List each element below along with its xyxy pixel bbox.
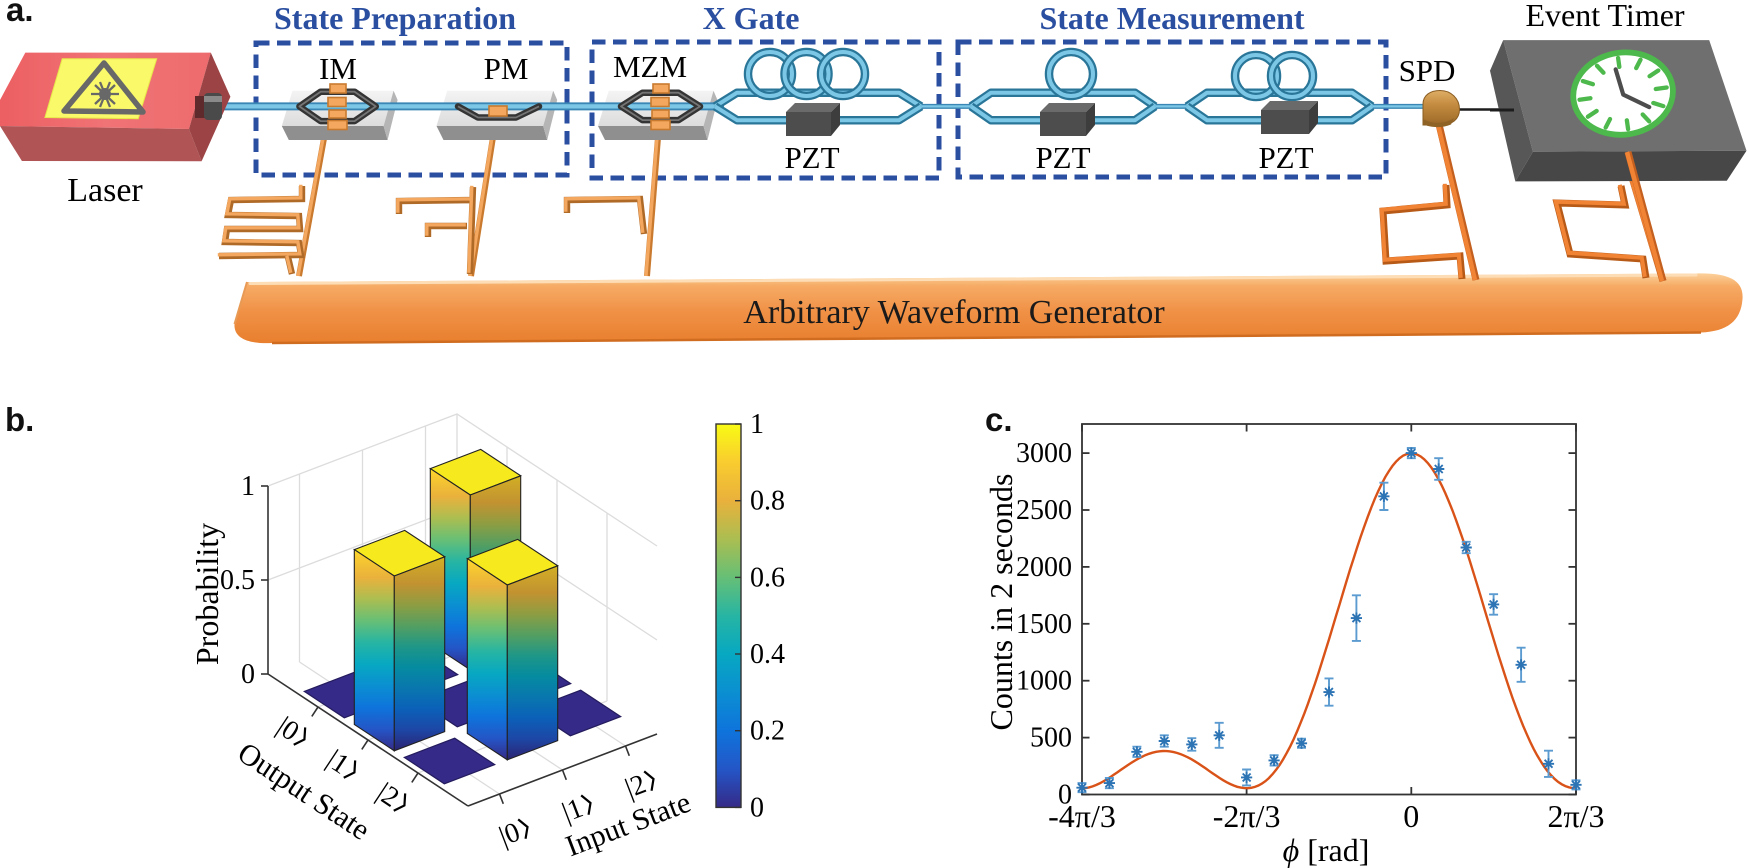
svg-text:0: 0 [1403,798,1419,834]
svg-text:X Gate: X Gate [703,0,800,36]
svg-text:0: 0 [1058,780,1072,811]
svg-text:Input State: Input State [561,786,695,863]
svg-text:1: 1 [241,471,255,502]
svg-text:-2π/3: -2π/3 [1213,798,1281,834]
svg-text:PZT: PZT [1258,140,1313,175]
svg-text:IM: IM [319,51,357,86]
svg-text:State Preparation: State Preparation [274,0,516,36]
svg-text:3000: 3000 [1016,438,1072,469]
svg-text:PZT: PZT [1035,140,1090,175]
svg-text:1500: 1500 [1016,609,1072,640]
svg-text:SPD: SPD [1399,53,1456,88]
svg-text:2000: 2000 [1016,552,1072,583]
svg-text:2500: 2500 [1016,495,1072,526]
svg-text:MZM: MZM [613,49,687,84]
svg-text:0.5: 0.5 [220,565,255,596]
svg-text:0.2: 0.2 [750,716,785,747]
svg-text:c.: c. [985,401,1013,438]
svg-text:0: 0 [750,792,764,823]
svg-text:Counts in 2 seconds: Counts in 2 seconds [983,474,1019,731]
svg-text:2π/3: 2π/3 [1547,798,1604,834]
svg-text:PM: PM [484,51,529,86]
svg-text:ϕ [rad]: ϕ [rad] [1283,832,1370,868]
svg-text:0: 0 [241,659,255,690]
svg-text:0.6: 0.6 [750,562,785,593]
svg-text:0.4: 0.4 [750,639,785,670]
svg-text:0.8: 0.8 [750,486,785,517]
svg-text:Probability: Probability [189,523,225,665]
svg-text:1: 1 [750,409,764,440]
svg-text:Event Timer: Event Timer [1525,0,1684,33]
svg-text:PZT: PZT [784,140,839,175]
svg-text:500: 500 [1030,723,1072,754]
svg-text:Output State: Output State [232,736,376,847]
svg-text:a.: a. [6,0,34,28]
svg-text:1000: 1000 [1016,666,1072,697]
svg-text:-4π/3: -4π/3 [1048,798,1116,834]
svg-text:State Measurement: State Measurement [1039,0,1304,36]
svg-text:b.: b. [5,401,34,438]
svg-text:Laser: Laser [67,172,143,209]
svg-text:Arbitrary Waveform Generator: Arbitrary Waveform Generator [743,294,1165,331]
